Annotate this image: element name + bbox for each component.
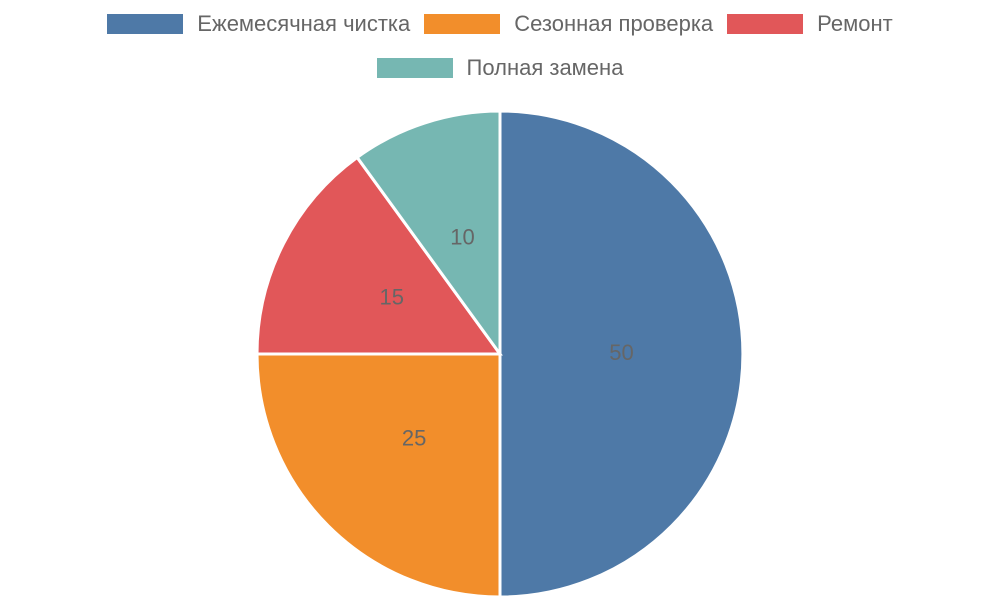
pie-slice (498, 109, 745, 599)
legend-label: Ремонт (817, 11, 893, 36)
legend-swatch (107, 14, 184, 34)
legend-label: Полная замена (466, 55, 624, 80)
legend-item: Полная замена (376, 55, 624, 80)
legend-label: Сезонная проверка (514, 11, 714, 36)
legend: Ежемесячная чистка Сезонная проверка Ремон… (60, 11, 940, 80)
data-label: 50 (609, 340, 633, 365)
legend-swatch (727, 14, 804, 34)
legend-swatch (424, 14, 501, 34)
data-label: 10 (450, 224, 474, 249)
pie-slice (255, 352, 502, 599)
pie-slice (355, 109, 502, 359)
legend-item: Ежемесячная чистка (107, 11, 411, 36)
legend-label: Ежемесячная чистка (197, 11, 411, 36)
data-label: 25 (402, 426, 426, 451)
legend-item: Сезонная проверка (424, 11, 714, 36)
legend-swatch (376, 58, 453, 78)
legend-item: Ремонт (727, 11, 893, 36)
data-label: 15 (380, 285, 404, 310)
pie-slice (255, 155, 503, 356)
